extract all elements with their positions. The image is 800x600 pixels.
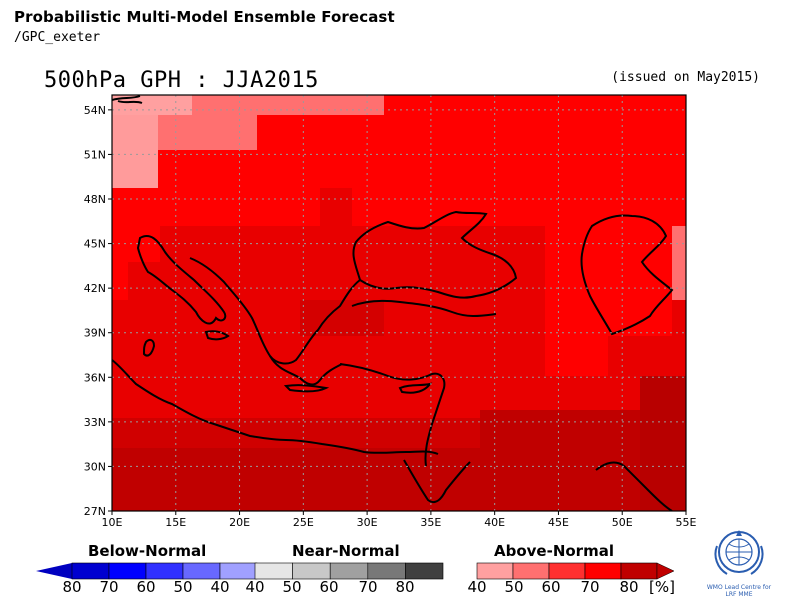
coastline-crete: [283, 384, 330, 393]
lon-tick-label: 30E: [357, 516, 378, 529]
coastlines: [112, 95, 674, 511]
lon-tick-label: 10E: [102, 516, 123, 529]
lon-tick-label: 40E: [484, 516, 505, 529]
legend-below-swatch: [145, 562, 184, 580]
lat-tick-label: 33N: [84, 416, 106, 429]
legend-above-tick: 70: [580, 578, 600, 596]
lon-tick-label: 45E: [548, 516, 569, 529]
coastline-sicily: [204, 330, 230, 341]
legend-near-bar: [254, 562, 444, 580]
legend-below-tick: 60: [136, 578, 156, 596]
coastline-black-sea: [352, 210, 518, 299]
lon-tick-label: 20E: [229, 516, 250, 529]
lat-tick-label: 54N: [84, 104, 106, 117]
legend-near-swatch: [254, 562, 293, 580]
field-80-patch: [640, 376, 686, 511]
coastline-red-sea: [403, 459, 471, 504]
field-70-patch: [320, 188, 352, 226]
legend-above-tick: 60: [541, 578, 561, 596]
coastline-north-sea: [112, 95, 143, 104]
axis-ticks: [108, 109, 687, 515]
lon-tick-label: 15E: [165, 516, 186, 529]
legend-above-tick: 50: [504, 578, 524, 596]
legend-below-tick: 70: [99, 578, 119, 596]
legend-above-label: Above-Normal: [494, 542, 614, 560]
legend-above-swatch: [476, 562, 514, 580]
legend-near-tick: 40: [245, 578, 265, 596]
coastline-turkey: [339, 299, 497, 467]
legend-below-arrow: [36, 563, 72, 579]
issued-date: (issued on May2015): [611, 70, 760, 85]
legend-below-swatch: [108, 562, 147, 580]
coastline-greece: [269, 355, 343, 386]
legend-unit: [%]: [649, 578, 675, 596]
legend-above-tick: 80: [619, 578, 639, 596]
coastline-africa: [112, 359, 439, 455]
field-60-patch: [672, 226, 686, 300]
wmo-logo: WMO Lead Centre for LRF MME: [686, 528, 792, 598]
coastline-caspian: [580, 214, 674, 336]
logo-text-line1: WMO Lead Centre for: [706, 584, 772, 591]
legend-below-swatch: [182, 562, 221, 580]
longitude-labels: 10E 15E 20E 25E 30E 35E 40E 45E 50E 55E: [102, 516, 697, 529]
latitude-labels: 54N 51N 48N 45N 42N 39N 36N 33N 30N 27N: [84, 104, 106, 518]
legend-below-swatch: [71, 562, 110, 580]
legend-above-swatch: [620, 562, 658, 580]
lat-tick-label: 48N: [84, 193, 106, 206]
legend-below-bar: [36, 562, 258, 580]
legend-near-tick: 50: [282, 578, 302, 596]
lat-tick-label: 36N: [84, 371, 106, 384]
map-frame: [111, 94, 687, 512]
legend-near-tick: 80: [395, 578, 415, 596]
lat-tick-label: 30N: [84, 460, 106, 473]
logo-text-line2: LRF MME: [725, 591, 753, 598]
coastline-cyprus: [398, 382, 433, 394]
legend-below-tick: 80: [62, 578, 82, 596]
legend-below-tick: 50: [173, 578, 193, 596]
legend-above-arrow: [656, 562, 675, 580]
legend-above-swatch: [512, 562, 550, 580]
header-subtitle: /GPC_exeter: [14, 30, 101, 45]
map-title: 500hPa GPH : JJA2015: [44, 68, 319, 93]
legend-near-swatch: [405, 562, 444, 580]
legend-above-swatch: [584, 562, 622, 580]
legend-near-tick: 70: [358, 578, 378, 596]
coastline-balkans: [189, 257, 361, 365]
legend-below-tick: 40: [210, 578, 230, 596]
wmo-emblem-icon: [714, 530, 764, 575]
legend-below-label: Below-Normal: [88, 542, 207, 560]
legend-above-tick: 40: [467, 578, 487, 596]
coastline-sardinia: [142, 338, 156, 357]
legend-near-tick: 60: [319, 578, 339, 596]
coastline-italy: [136, 234, 227, 325]
legend-near-swatch: [367, 562, 406, 580]
legend-below-swatch: [219, 562, 258, 580]
coastline-gulf: [595, 461, 673, 511]
legend-near-label: Near-Normal: [292, 542, 400, 560]
legend-near-swatch: [329, 562, 369, 580]
lon-tick-label: 50E: [612, 516, 633, 529]
legend-near-swatch: [292, 562, 331, 580]
field-70-patch: [300, 300, 384, 336]
lat-tick-label: 45N: [84, 238, 106, 251]
lat-tick-label: 27N: [84, 505, 106, 518]
lat-tick-label: 39N: [84, 327, 106, 340]
lon-tick-label: 35E: [420, 516, 441, 529]
header-title: Probabilistic Multi-Model Ensemble Forec…: [14, 8, 395, 26]
lat-tick-label: 51N: [84, 148, 106, 161]
field-40-patch: [112, 95, 158, 188]
lat-tick-label: 42N: [84, 282, 106, 295]
lon-tick-label: 55E: [676, 516, 697, 529]
legend-above-bar: [476, 562, 675, 580]
lon-tick-label: 25E: [293, 516, 314, 529]
legend-above-swatch: [548, 562, 586, 580]
